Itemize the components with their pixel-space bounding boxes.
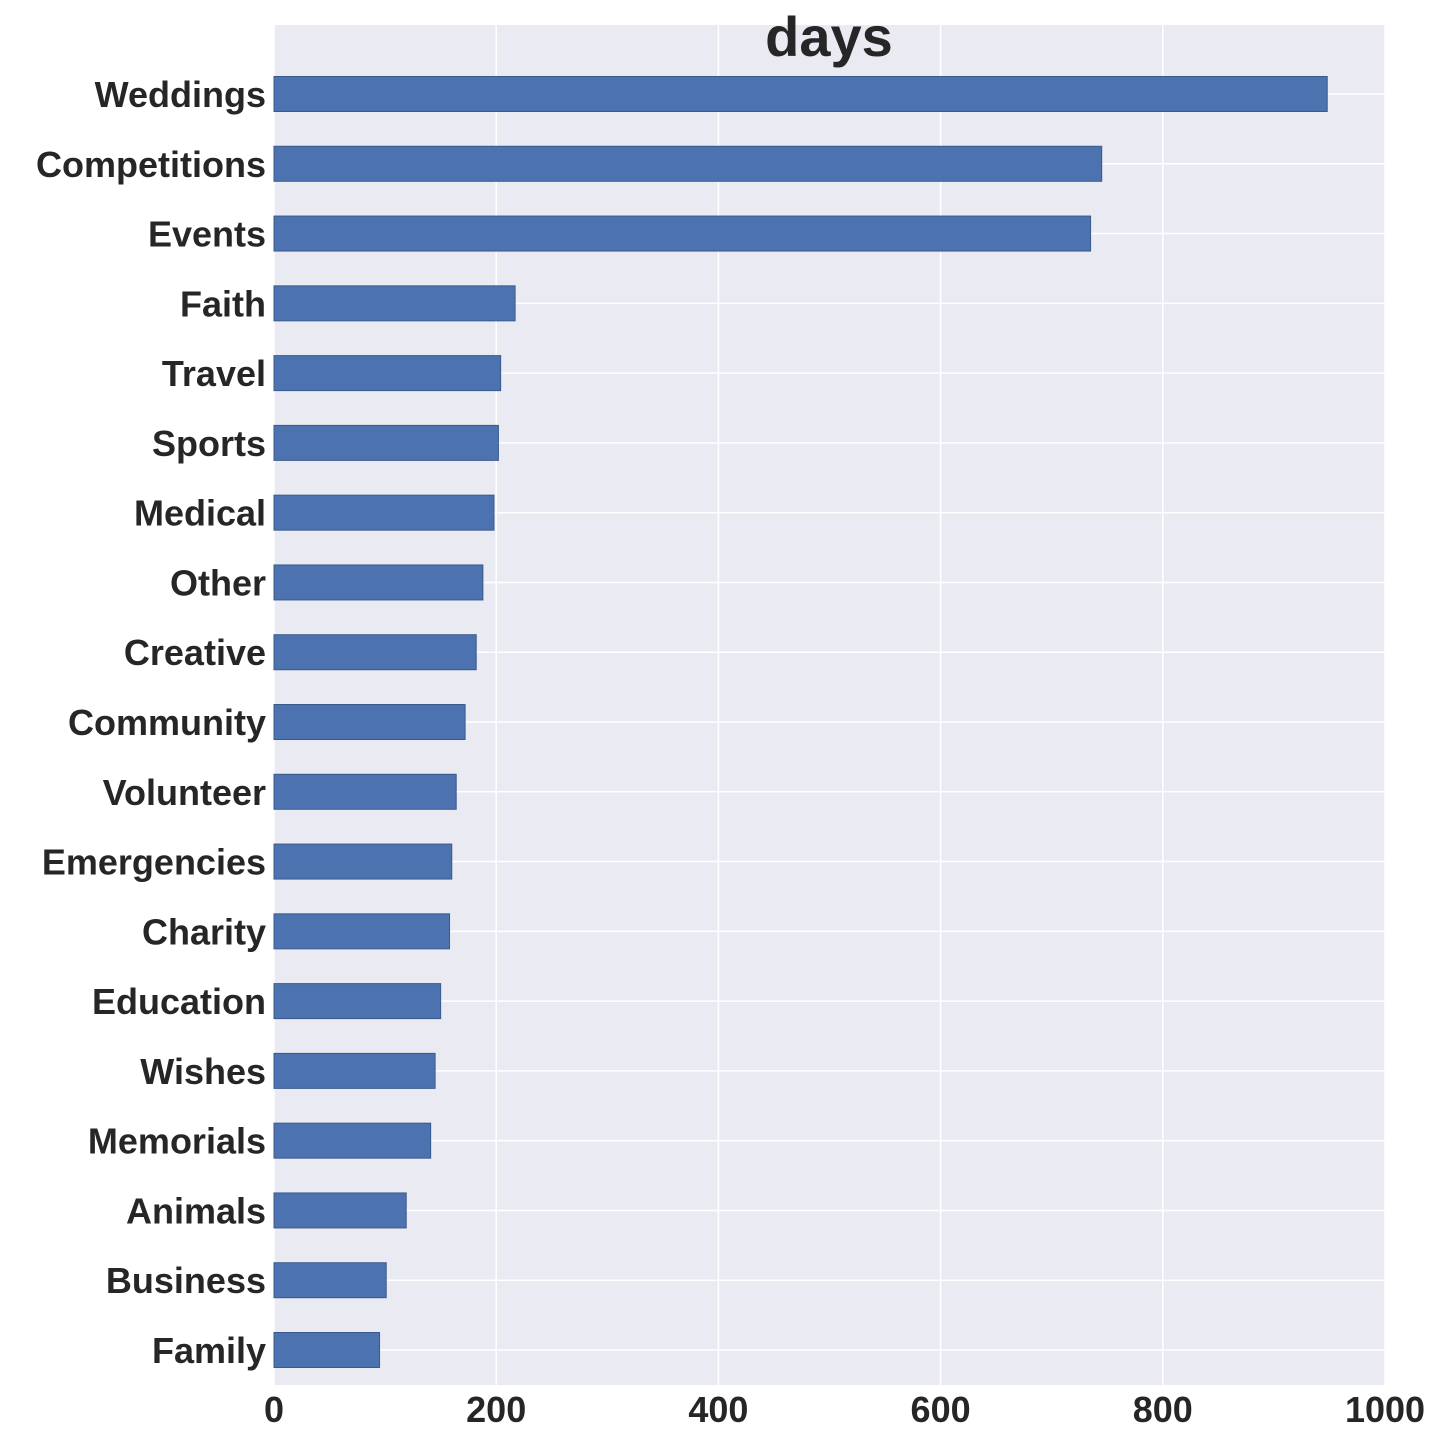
y-tick-label: Other [170,562,266,603]
x-tick-labels: 0 200 400 600 800 1000 [264,1389,1425,1430]
x-tick-label: 1000 [1345,1389,1425,1430]
bar-wishes [273,1052,436,1089]
bar-emergencies [273,843,453,880]
x-tick-label: 200 [466,1389,526,1430]
bar-weddings [273,76,1328,112]
y-tick-label: Charity [142,911,266,952]
y-tick-label: Travel [162,353,266,394]
bar-other [273,564,484,601]
y-tick-label: Events [148,214,266,255]
bar-medical [273,494,495,531]
x-tick-label: 400 [688,1389,748,1430]
bars [273,76,1328,1368]
y-tick-label: Wishes [140,1051,266,1092]
chart-title: days [765,5,893,68]
bar-animals [273,1192,407,1229]
y-tick-label: Animals [126,1190,266,1231]
bar-education [273,983,442,1020]
y-tick-labels: Weddings Competitions Events Faith Travel Spo… [36,74,266,1371]
y-tick-label: Emergencies [42,842,266,883]
bar-volunteer [273,773,457,810]
bar-sports [273,424,499,461]
bar-faith [273,285,516,322]
y-tick-label: Business [106,1260,266,1301]
bar-family [273,1332,381,1368]
y-tick-label: Sports [152,423,266,464]
y-tick-label: Memorials [88,1121,266,1162]
x-tick-label: 800 [1133,1389,1193,1430]
y-tick-label: Weddings [95,74,266,115]
x-tick-label: 0 [264,1389,284,1430]
bar-community [273,704,466,740]
y-tick-label: Medical [134,493,266,534]
bar-business [273,1262,387,1299]
bar-events [273,215,1092,252]
bar-charity [273,913,451,950]
y-tick-label: Creative [124,632,266,673]
y-tick-label: Competitions [36,144,266,185]
y-tick-label: Community [68,702,266,743]
x-tick-label: 600 [911,1389,971,1430]
bar-travel [273,355,502,392]
bar-creative [273,634,477,671]
y-tick-label: Family [152,1330,266,1371]
bar-competitions [273,145,1103,182]
y-tick-label: Volunteer [103,772,266,813]
bar-memorials [273,1122,432,1159]
y-tick-label: Faith [180,283,266,324]
y-tick-label: Education [92,981,266,1022]
